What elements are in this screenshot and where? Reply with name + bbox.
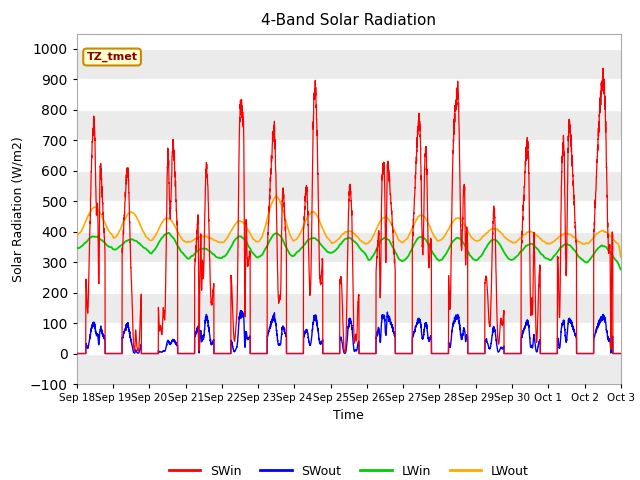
Legend: SWin, SWout, LWin, LWout: SWin, SWout, LWin, LWout <box>164 460 534 480</box>
Title: 4-Band Solar Radiation: 4-Band Solar Radiation <box>261 13 436 28</box>
Bar <box>77 110 621 140</box>
Text: TZ_tmet: TZ_tmet <box>86 52 138 62</box>
Y-axis label: Solar Radiation (W/m2): Solar Radiation (W/m2) <box>12 136 24 282</box>
X-axis label: Time: Time <box>333 408 364 421</box>
Bar <box>77 232 621 262</box>
Bar <box>77 293 621 323</box>
Bar <box>77 171 621 201</box>
Bar <box>77 49 621 79</box>
Bar <box>77 354 621 384</box>
